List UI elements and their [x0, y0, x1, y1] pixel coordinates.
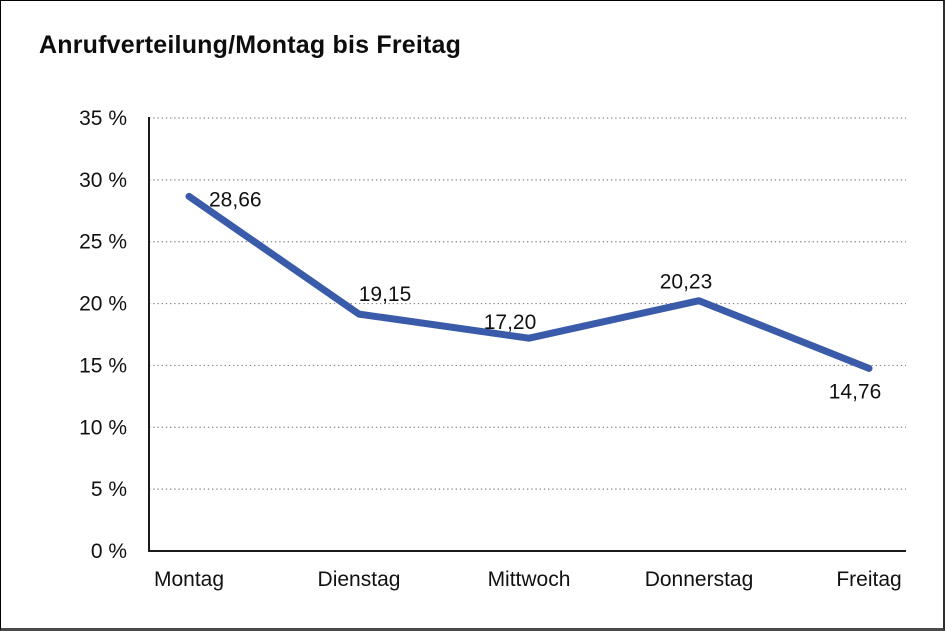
x-category-label: Donnerstag: [645, 568, 754, 591]
data-point-label: 14,76: [829, 380, 882, 403]
data-point-label: 20,23: [660, 271, 713, 294]
y-tick-label: 5 %: [91, 478, 127, 501]
data-point-label: 28,66: [209, 188, 262, 211]
data-point-label: 19,15: [359, 283, 412, 306]
y-tick-label: 25 %: [79, 231, 127, 254]
y-tick-label: 10 %: [79, 416, 127, 439]
x-category-label: Freitag: [836, 568, 901, 591]
y-tick-label: 30 %: [79, 169, 127, 192]
x-category-label: Montag: [154, 568, 224, 591]
data-line: [185, 192, 873, 372]
y-tick-label: 20 %: [79, 293, 127, 316]
y-tick-label: 0 %: [91, 540, 127, 563]
data-point-label: 17,20: [484, 311, 537, 334]
y-tick-label: 15 %: [79, 354, 127, 377]
x-category-label: Mittwoch: [488, 568, 571, 591]
y-tick-label: 35 %: [79, 107, 127, 130]
chart-title: Anrufverteilung/Montag bis Freitag: [39, 31, 462, 59]
x-category-label: Dienstag: [318, 568, 401, 591]
